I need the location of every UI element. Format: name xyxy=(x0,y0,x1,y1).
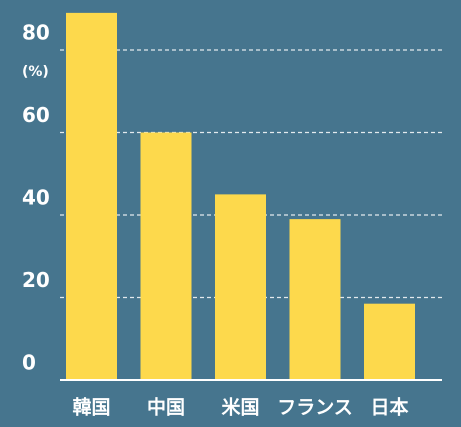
y-tick-label: 80 xyxy=(22,21,50,45)
x-tick-label: 中国 xyxy=(147,396,185,419)
bar xyxy=(140,132,192,380)
x-tick-label: フランス xyxy=(277,397,353,419)
bar xyxy=(215,194,266,380)
y-tick-label: 0 xyxy=(22,351,36,375)
y-tick-label: 40 xyxy=(22,186,50,210)
y-tick-label: 60 xyxy=(22,103,50,127)
y-tick-label: 20 xyxy=(22,268,50,292)
x-tick-label: 米国 xyxy=(221,396,259,419)
x-tick-label: 韓国 xyxy=(72,396,110,419)
bar xyxy=(364,303,415,380)
bar xyxy=(66,12,117,380)
x-tick-label: 日本 xyxy=(370,396,408,419)
bar xyxy=(289,219,341,380)
y-axis-label: (%) xyxy=(22,64,49,80)
